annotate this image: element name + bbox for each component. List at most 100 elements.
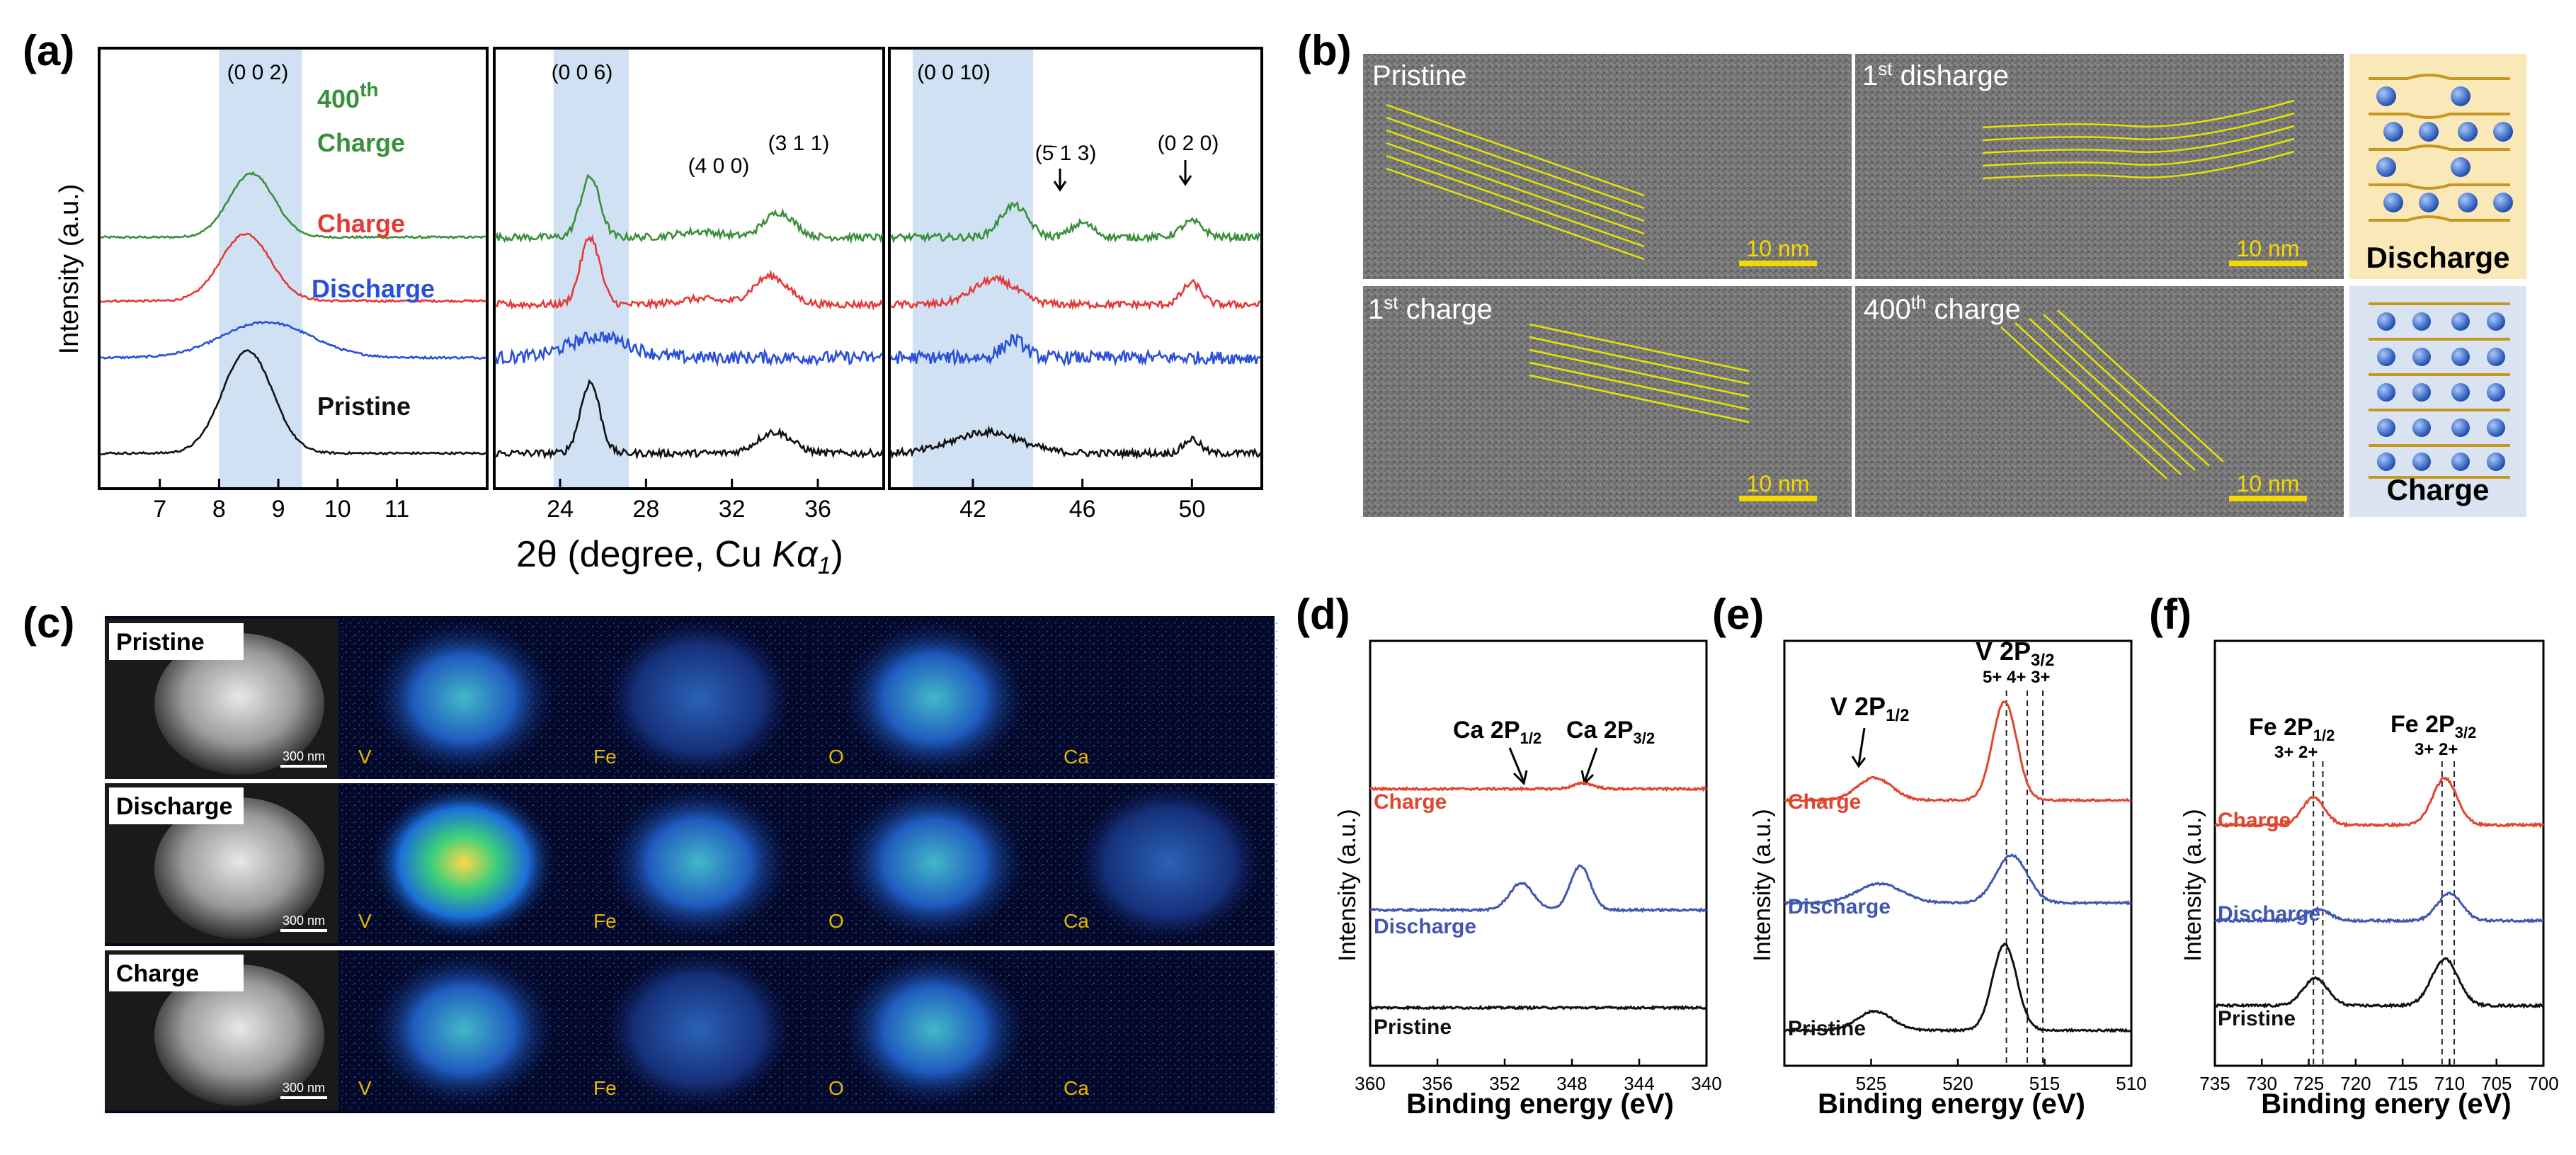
series-label-discharge: Discharge [312, 274, 435, 303]
a-low-series-charge [100, 232, 486, 304]
ann-v-oxidation-states: 5+ 4+ 3+ [1983, 668, 2050, 687]
panel-e-series-discharge [1784, 853, 2132, 906]
eds-map-label-ca: Ca [1064, 746, 1089, 768]
panel-f-series-pristine [2214, 957, 2545, 1009]
panel-c-letter: (c) [23, 599, 74, 647]
panel-f-xtick-label: 705 [2481, 1073, 2512, 1094]
a-mid-series-400th-charge [494, 173, 884, 244]
tem-label-1st-charge: 1st charge [1368, 292, 1493, 325]
eds-map-label-fe: Fe [593, 746, 617, 768]
schem-discharge-ion [2376, 157, 2396, 177]
schem-charge-ion [2377, 419, 2395, 437]
panel-d-chart: Intensity (a.u.) Binding energy (eV) Ca … [1334, 639, 1722, 1120]
panel-f-xtick-label: 725 [2293, 1073, 2324, 1094]
arrow-v-2p12 [1851, 727, 1867, 768]
panel-d-series-label-discharge: Discharge [1374, 915, 1476, 938]
ann-v-2p12: V 2P1/2 [1830, 692, 1909, 725]
schem-charge-ion [2451, 419, 2470, 437]
a-high-xtick-label: 46 [1069, 496, 1096, 523]
schem-charge-ion [2412, 419, 2431, 437]
panel-f-xtick-label: 720 [2340, 1073, 2371, 1094]
ann-fe-states-right: 3+ 2+ [2415, 740, 2458, 759]
haadf-particle [154, 965, 324, 1106]
tem-tile-1st-charge [1363, 286, 1852, 517]
panel-f-series-discharge [2214, 891, 2544, 924]
a-high-highlight-band [912, 50, 1034, 487]
panel-e-ylabel: Intensity (a.u.) [1749, 809, 1776, 961]
panel-f-xtick-label: 735 [2199, 1073, 2230, 1094]
schematic-label-charge: Charge [2387, 473, 2490, 506]
schem-charge-ion [2377, 453, 2395, 471]
schem-discharge-ion [2419, 122, 2439, 142]
panel-a-letter: (a) [23, 27, 74, 74]
panel-d-xlabel: Binding energy (eV) [1406, 1088, 1674, 1120]
schem-discharge-ion [2383, 122, 2403, 142]
eds-map-label-o: O [828, 746, 844, 768]
eds-map-v-signal [372, 952, 556, 1108]
haadf-scalebar-text: 300 nm [283, 1081, 325, 1095]
peak-label-513: (5̄ 1 3) [1035, 142, 1097, 165]
haadf-particle [154, 797, 324, 939]
schem-discharge-ion [2451, 157, 2470, 177]
series-label-400th-charge: 400th [317, 79, 379, 113]
tem-tile-pristine [1363, 54, 1852, 279]
eds-map-v-signal [372, 620, 556, 776]
schematic-discharge [2369, 74, 2513, 222]
lattice-fringes-pristine [1386, 103, 1645, 261]
schematic-charge [2369, 302, 2510, 479]
haadf-scalebar-text: 300 nm [283, 914, 325, 928]
row-label-bg [109, 787, 244, 824]
eds-row-separator [105, 946, 1275, 950]
a-mid-xtick-label: 28 [632, 496, 659, 523]
eds-map-o-signal [842, 620, 1026, 776]
schem-discharge-ion [2458, 193, 2478, 212]
eds-map-v-signal [372, 785, 556, 940]
panel-f-xlabel: Binding enery (eV) [2261, 1088, 2511, 1120]
scalebar-text-1: 10 nm [1747, 236, 1810, 261]
scalebar-text-4: 10 nm [2237, 471, 2300, 496]
panel-d-xtick-label: 356 [1422, 1073, 1452, 1094]
eds-map-ca-signal [1077, 785, 1261, 940]
ann-fe-2p12: Fe 2P1/2 [2249, 714, 2335, 744]
arrow-ca-2p12 [1508, 747, 1528, 785]
a-mid-xtick-label: 24 [547, 496, 574, 523]
panel-e-xtick-label: 510 [2116, 1073, 2146, 1094]
schem-discharge-ion [2458, 122, 2478, 142]
panel-f-xtick-label: 700 [2528, 1073, 2558, 1094]
panel-a-subplot-high: 42 46 50 [889, 50, 1262, 523]
panel-a-subplot-mid: 24 28 32 36 [494, 50, 884, 523]
arrow-ca-2p32 [1580, 747, 1598, 785]
a-low-series-discharge [100, 321, 486, 360]
panel-e-xtick-label: 525 [1856, 1073, 1886, 1094]
panel-e-xtick-label: 520 [1942, 1073, 1973, 1094]
schem-charge-ion [2451, 348, 2470, 366]
eds-map-label-v: V [358, 1077, 372, 1099]
panel-f-xtick-label: 715 [2387, 1073, 2417, 1094]
schem-discharge-layer-line [2369, 215, 2510, 222]
schem-discharge-ion [2451, 86, 2470, 106]
panel-d-xtick-label: 360 [1355, 1073, 1385, 1094]
row-label-pristine: Pristine [116, 629, 205, 656]
eds-row-separator [105, 779, 1275, 783]
panel-d-series-label-pristine: Pristine [1374, 1015, 1452, 1039]
a-low-highlight-band [219, 50, 302, 487]
panel-d-frame [1369, 639, 1708, 1067]
eds-map-label-v: V [358, 746, 372, 768]
haadf-particle [154, 633, 324, 775]
panel-f-xtick-label: 730 [2247, 1073, 2277, 1094]
series-label-pristine: Pristine [317, 392, 411, 421]
panel-b-letter: (b) [1297, 27, 1352, 74]
schem-charge-ion [2377, 348, 2395, 366]
eds-map-label-fe: Fe [593, 910, 617, 932]
panel-d-series-charge [1369, 781, 1707, 792]
panel-d-xtick-label: 348 [1556, 1073, 1587, 1094]
panel-d-xtick-label: 340 [1691, 1073, 1721, 1094]
schem-charge-ion [2451, 312, 2470, 331]
a-mid-xtick-label: 32 [719, 496, 746, 523]
a-high-series-400th-charge [889, 200, 1262, 244]
a-high-xtick-label: 42 [959, 496, 986, 523]
schem-charge-ion [2487, 419, 2505, 437]
eds-map-label-v: V [358, 910, 372, 932]
panel-e-letter: (e) [1712, 591, 1764, 638]
panel-d-series-label-charge: Charge [1374, 790, 1447, 814]
